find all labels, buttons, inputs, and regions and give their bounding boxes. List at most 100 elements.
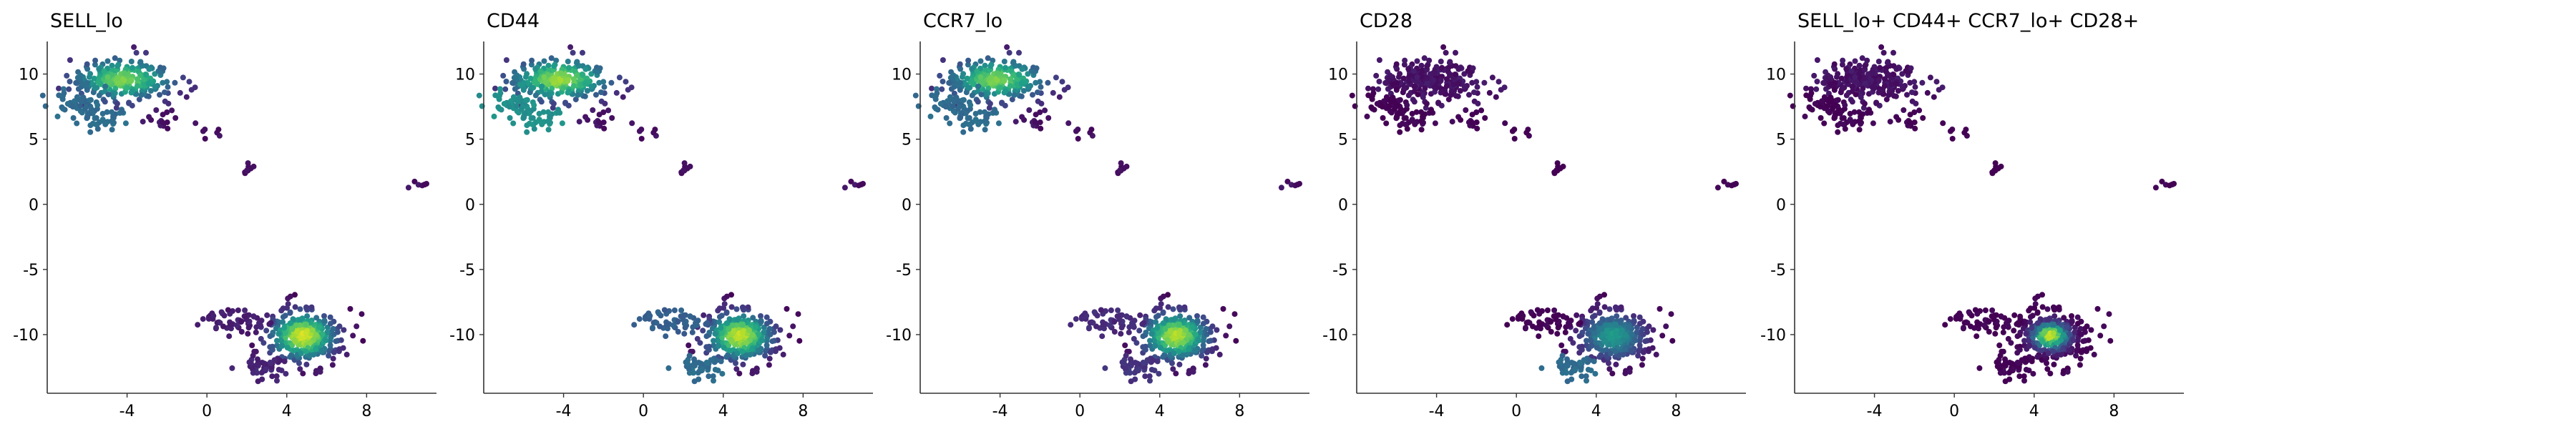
- scatter-point: [1118, 330, 1124, 337]
- scatter-point: [2011, 312, 2018, 318]
- scatter-point: [2023, 330, 2029, 337]
- scatter-point: [282, 312, 288, 319]
- scatter-point: [1574, 312, 1580, 318]
- scatter-point: [1453, 72, 1459, 78]
- scatter-point: [1083, 312, 1090, 319]
- scatter-point: [625, 87, 631, 93]
- scatter-point: [763, 320, 770, 327]
- scatter-point: [655, 309, 661, 315]
- scatter-point: [109, 62, 115, 69]
- scatter-point: [513, 103, 519, 109]
- scatter-point: [249, 342, 255, 348]
- scatter-point: [1473, 79, 1480, 85]
- scatter-point: [96, 66, 102, 72]
- scatter-point: [1383, 94, 1390, 100]
- scatter-point: [1873, 100, 1880, 107]
- scatter-point: [1548, 329, 1554, 335]
- scatter-point: [2036, 326, 2043, 332]
- scatter-point: [1913, 100, 1919, 107]
- scatter-point: [570, 76, 577, 82]
- scatter-point: [253, 348, 259, 355]
- scatter-point: [730, 322, 736, 329]
- scatter-point: [1940, 120, 1946, 127]
- scatter-point: [576, 119, 582, 125]
- scatter-point: [1585, 330, 1591, 337]
- scatter-point: [1006, 49, 1013, 56]
- scatter-point: [1160, 293, 1166, 300]
- scatter-point: [263, 366, 269, 373]
- scatter-point: [1202, 362, 1209, 368]
- scatter-point: [1871, 85, 1878, 92]
- scatter-point: [1160, 310, 1166, 316]
- y-tick-label: 10: [892, 66, 912, 84]
- scatter-point: [1562, 348, 1568, 355]
- scatter-point: [258, 317, 265, 324]
- scatter-point: [260, 340, 267, 346]
- scatter-point: [570, 83, 577, 89]
- scatter-point: [1548, 318, 1554, 325]
- scatter-point: [1130, 322, 1136, 328]
- scatter-point: [527, 75, 534, 82]
- scatter-point: [1020, 88, 1027, 94]
- scatter-point: [1639, 362, 1645, 368]
- scatter-point: [1885, 92, 1892, 98]
- scatter-point: [146, 114, 152, 120]
- scatter-point: [250, 313, 257, 320]
- scatter-point: [1370, 106, 1375, 112]
- scatter-point: [164, 119, 170, 126]
- scatter-point: [86, 111, 92, 117]
- scatter-point: [582, 93, 588, 99]
- scatter-point: [501, 101, 507, 107]
- scatter-point: [977, 109, 983, 115]
- scatter-point: [955, 106, 961, 112]
- scatter-point: [2025, 337, 2031, 344]
- scatter-point: [1629, 331, 1635, 337]
- scatter-point: [1849, 119, 1855, 125]
- scatter-point: [1154, 325, 1161, 331]
- scatter-point: [1018, 81, 1025, 87]
- scatter-point: [601, 125, 608, 132]
- scatter-point: [1936, 87, 1942, 93]
- scatter-point: [1473, 119, 1480, 126]
- scatter-point: [1964, 320, 1971, 326]
- scatter-point: [1848, 68, 1855, 74]
- scatter-point: [2101, 323, 2107, 330]
- scatter-point: [2016, 347, 2023, 353]
- scatter-point: [1032, 119, 1038, 125]
- scatter-point: [1563, 362, 1570, 368]
- scatter-point: [1141, 320, 1147, 326]
- scatter-point: [1601, 292, 1607, 298]
- x-tick-label: -4: [556, 403, 572, 420]
- scatter-point: [665, 365, 672, 371]
- x-tick-label: -4: [1867, 403, 1883, 420]
- scatter-point: [93, 122, 99, 128]
- scatter-point: [1538, 365, 1545, 371]
- scatter-point: [745, 304, 751, 310]
- scatter-point: [982, 62, 988, 69]
- scatter-point: [1448, 92, 1454, 98]
- scatter-point: [1927, 74, 1933, 81]
- scatter-point: [2021, 337, 2027, 344]
- scatter-point: [2064, 324, 2069, 330]
- scatter-point: [1824, 103, 1830, 109]
- scatter-point: [1142, 373, 1148, 380]
- scatter-point: [60, 106, 66, 112]
- scatter-point: [959, 111, 965, 117]
- scatter-point: [532, 92, 539, 99]
- scatter-point: [1606, 366, 1613, 373]
- scatter-point: [678, 313, 684, 320]
- scatter-point: [1162, 326, 1169, 332]
- scatter-point: [1632, 337, 1639, 344]
- scatter-point: [1833, 111, 1840, 117]
- scatter-point: [2039, 304, 2046, 310]
- scatter-point: [1037, 79, 1043, 85]
- scatter-point: [1118, 160, 1124, 167]
- scatter-point: [1567, 335, 1574, 342]
- scatter-point: [529, 57, 535, 64]
- scatter-point: [1949, 136, 1956, 142]
- scatter-point: [317, 369, 323, 375]
- scatter-point: [1636, 320, 1643, 327]
- scatter-point: [1170, 306, 1176, 312]
- scatter-point: [537, 68, 544, 74]
